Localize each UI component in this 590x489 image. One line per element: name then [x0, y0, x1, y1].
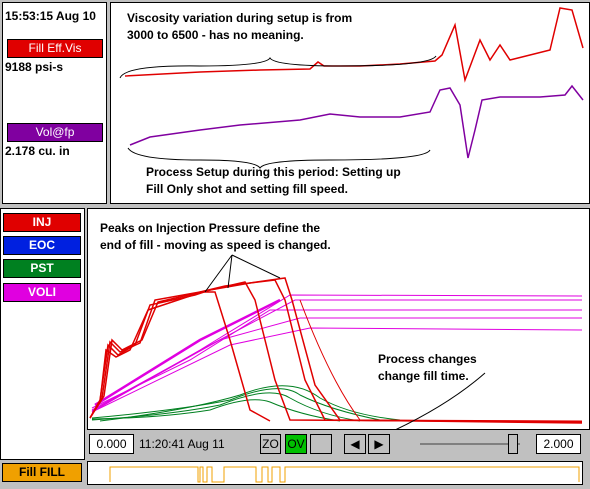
end-field[interactable]: 2.000 [536, 434, 581, 454]
fill-button[interactable]: Fill FILL [2, 463, 82, 482]
legend-panel: INJ EOC PST VOLI [0, 208, 85, 460]
chart-plot [89, 254, 583, 430]
annotation: Process Setup during this period: Settin… [146, 165, 401, 179]
annotation: Viscosity variation during setup is from [127, 11, 353, 25]
timestamp: 15:53:15 Aug 10 [5, 9, 96, 23]
zoom-button[interactable]: ZO [260, 434, 281, 454]
slider-thumb[interactable] [508, 434, 518, 454]
inj-traces [89, 277, 583, 424]
event-trace [109, 466, 580, 483]
event-strip [87, 461, 583, 485]
annotation: end of fill - moving as speed is changed… [100, 238, 331, 252]
brace [127, 147, 431, 169]
brace [119, 55, 437, 79]
slider-track [420, 443, 520, 445]
channel-value: 9188 psi-s [5, 60, 64, 74]
trend-line [124, 7, 584, 83]
info-panel: 15:53:15 Aug 10 Fill Eff.Vis 9188 psi-s … [2, 2, 107, 204]
trend-panel [110, 2, 590, 204]
annotation: 3000 to 6500 - has no meaning. [127, 28, 304, 42]
pointer [204, 254, 281, 293]
legend-item[interactable]: INJ [3, 213, 81, 232]
next-button[interactable]: ▶ [368, 434, 390, 454]
trend-line [129, 84, 584, 159]
legend-item[interactable]: VOLI [3, 283, 81, 302]
cursor-time: 11:20:41 Aug 11 [139, 437, 225, 451]
legend-item[interactable]: EOC [3, 236, 81, 255]
channel-button[interactable]: Vol@fp [7, 123, 103, 142]
legend-item[interactable]: PST [3, 259, 81, 278]
channel-button[interactable]: Fill Eff.Vis [7, 39, 103, 58]
channel-value: 2.178 cu. in [5, 144, 70, 158]
trend-plot [119, 7, 584, 169]
annotation: change fill time. [378, 369, 469, 383]
overlay-button[interactable]: OV [285, 434, 307, 454]
pointer [393, 372, 486, 430]
prev-button[interactable]: ◀ [344, 434, 366, 454]
start-field[interactable]: 0.000 [89, 434, 134, 454]
annotation: Process changes [378, 352, 477, 366]
graph-button[interactable] [310, 434, 332, 454]
annotation: Fill Only shot and setting fill speed. [146, 182, 349, 196]
annotation: Peaks on Injection Pressure define the [100, 221, 321, 235]
voli-traces [91, 294, 583, 413]
